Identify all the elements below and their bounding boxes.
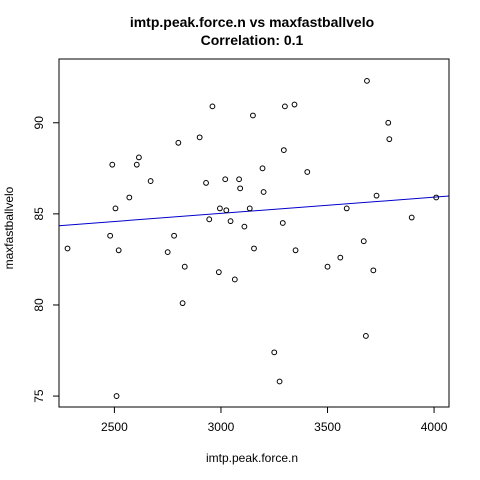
data-point-22 [223,207,230,214]
data-point-26 [237,185,244,192]
data-point-45 [362,333,369,339]
data-point-51 [408,214,415,221]
data-point-7 [133,161,140,168]
x-tick-label: 2500 [101,420,128,434]
data-point-36 [280,147,287,153]
data-point-34 [276,378,283,385]
chart-title: imtp.peak.force.n vs maxfastballvelo [130,14,374,30]
data-point-4 [113,393,120,399]
data-point-28 [246,205,253,212]
plot-frame [58,58,450,408]
y-axis: 75 80 85 90 [32,116,59,403]
x-axis: 2500 3000 3500 4000 [101,407,448,434]
data-point-12 [175,139,182,146]
data-point-30 [251,245,257,252]
data-point-6 [126,194,133,201]
data-point-40 [304,169,311,175]
chart-subtitle: Correlation: 0.1 [201,32,304,48]
data-point-44 [360,238,367,245]
data-point-46 [364,77,370,84]
data-point-1 [107,232,114,239]
data-point-52 [433,194,440,201]
data-point-37 [282,103,288,110]
data-point-41 [324,263,331,270]
data-point-32 [260,189,267,195]
data-point-14 [181,263,188,270]
data-point-18 [209,103,216,110]
data-point-42 [337,254,344,261]
data-point-49 [385,119,392,126]
data-point-5 [115,247,122,254]
data-point-29 [250,112,256,119]
y-tick-label: 85 [32,207,46,221]
data-point-33 [271,349,278,356]
y-tick-label: 90 [32,116,46,130]
data-point-9 [147,178,154,184]
data-point-0 [64,245,71,252]
data-point-47 [370,267,377,274]
x-tick-label: 3000 [208,420,235,434]
y-tick-label: 75 [32,389,46,403]
data-point-15 [196,134,203,141]
data-point-20 [217,205,223,212]
data-point-21 [222,176,229,183]
data-point-38 [291,101,298,108]
data-point-11 [171,232,177,239]
data-point-16 [203,179,209,186]
data-point-3 [112,205,119,212]
data-point-39 [292,247,299,254]
regression-line [58,195,450,227]
data-point-27 [241,223,248,230]
data-point-48 [373,192,380,199]
y-tick-label: 80 [32,298,46,312]
x-tick-label: 3500 [314,420,341,434]
data-point-43 [343,205,350,212]
data-point-50 [386,136,393,143]
data-point-10 [164,249,171,256]
x-tick-label: 4000 [421,420,448,434]
plot-area [58,77,450,399]
data-point-19 [215,269,222,276]
x-axis-label: imtp.peak.force.n [206,451,298,465]
data-point-35 [279,220,286,226]
data-point-23 [227,218,234,225]
data-point-31 [259,165,266,172]
y-axis-label: maxfastballvelo [2,186,16,269]
data-point-13 [179,300,186,307]
data-point-25 [236,176,242,183]
data-point-8 [136,154,142,161]
data-point-24 [231,276,238,283]
data-point-2 [109,161,116,168]
data-point-17 [206,216,213,223]
